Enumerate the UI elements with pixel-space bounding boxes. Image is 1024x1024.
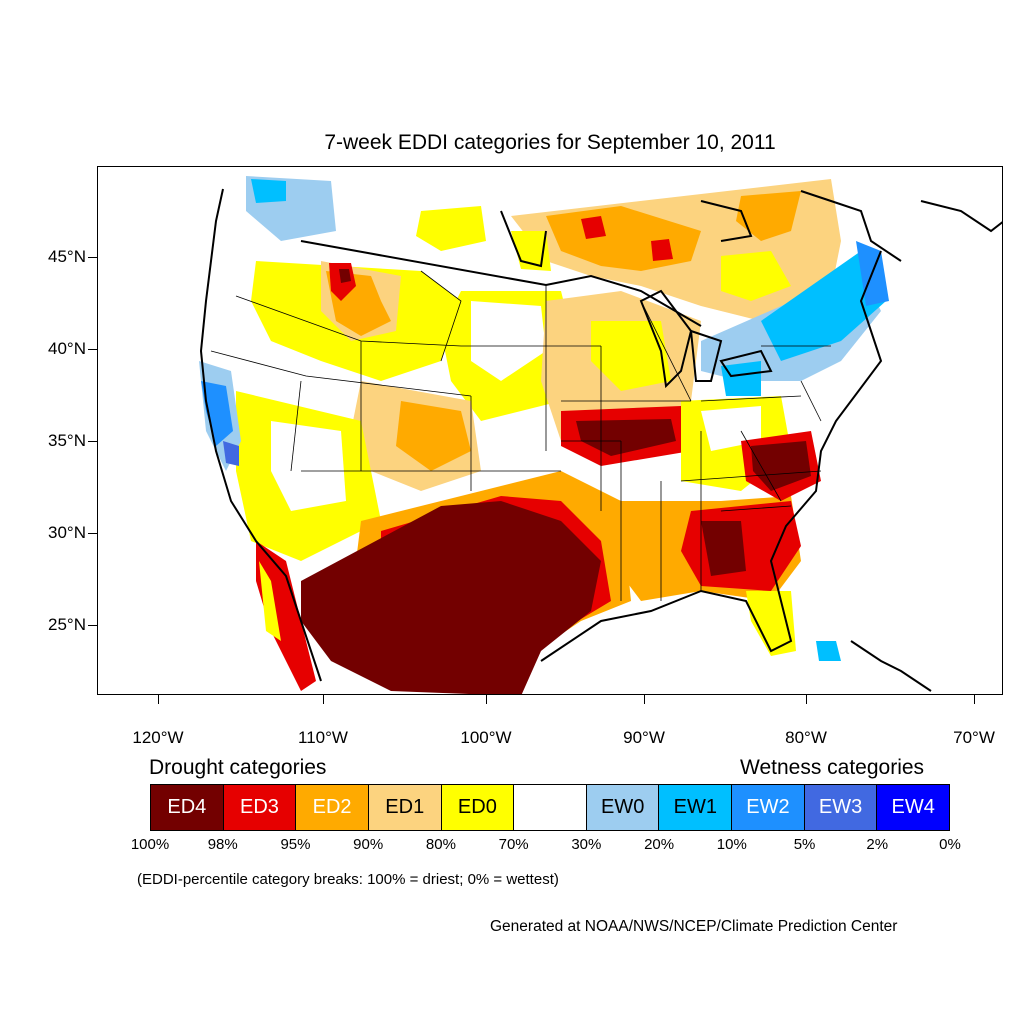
florida-ed0	[746, 591, 796, 656]
legend-break-label: 95%	[280, 836, 311, 853]
lon-tick	[974, 695, 975, 704]
legend-color-bar: ED4 ED3 ED2 ED1 ED0 EW0 EW1 EW2 EW3 EW4	[150, 784, 950, 831]
lon-label-70: 70°W	[953, 728, 995, 747]
legend-box-ew3: EW3	[804, 785, 878, 830]
lon-label-80: 80°W	[785, 728, 827, 747]
legend-box-ed1: ED1	[368, 785, 442, 830]
category-breaks-footnote: (EDDI-percentile category breaks: 100% =…	[137, 871, 559, 888]
washington-ew1	[251, 179, 286, 203]
lat-label-40: 40°N	[48, 339, 86, 358]
lon-label-90: 90°W	[623, 728, 665, 747]
legend-break-label: 90%	[353, 836, 384, 853]
lat-tick	[88, 441, 97, 442]
carolinas-ed4	[751, 441, 811, 491]
southern-plains-ed4	[301, 501, 601, 694]
lat-label-25: 25°N	[48, 615, 86, 634]
legend-box-ed4: ED4	[151, 785, 224, 830]
legend-break-label: 80%	[425, 836, 456, 853]
legend-box-ew0: EW0	[586, 785, 660, 830]
canada-ed0-region	[416, 206, 486, 251]
legend-break-label: 5%	[793, 836, 816, 853]
ontario-ed0	[721, 251, 791, 301]
lon-tick	[158, 695, 159, 704]
lat-tick	[88, 257, 97, 258]
lon-tick	[323, 695, 324, 704]
legend-break-label: 2%	[866, 836, 889, 853]
legend-break-label: 98%	[207, 836, 238, 853]
great-lakes-ew	[721, 361, 761, 396]
legend-box-ew1: EW1	[659, 785, 733, 830]
baja-ed0	[259, 561, 281, 641]
drought-categories-heading: Drought categories	[149, 756, 327, 779]
legend-box-ed0: ED0	[441, 785, 515, 830]
northeast-ew1	[761, 251, 886, 361]
lon-label-120: 120°W	[132, 728, 184, 747]
legend-box-ew2: EW2	[732, 785, 805, 830]
rockies-ed2	[396, 401, 471, 471]
legend-box-ed2: ED2	[296, 785, 369, 830]
canada-ed3-spot	[651, 239, 673, 261]
legend-break-label: 70%	[498, 836, 529, 853]
southeast-ed4	[701, 521, 746, 576]
montana-ed4-spot	[339, 269, 351, 283]
legend-break-label: 20%	[644, 836, 675, 853]
canada-ed2-region	[736, 191, 801, 241]
lat-label-30: 30°N	[48, 523, 86, 542]
lat-tick	[88, 349, 97, 350]
legend-box-ew4: EW4	[877, 785, 950, 830]
wetness-categories-heading: Wetness categories	[740, 756, 925, 779]
lon-label-100: 100°W	[460, 728, 512, 747]
lon-tick	[486, 695, 487, 704]
florida-keys-ew	[816, 641, 841, 661]
canada-ed3-spot	[581, 216, 606, 239]
lat-tick	[88, 533, 97, 534]
legend-break-label: 0%	[939, 836, 961, 853]
legend-box-ed3: ED3	[223, 785, 297, 830]
map-title: 7-week EDDI categories for September 10,…	[324, 131, 776, 154]
california-ew3	[223, 441, 239, 466]
midwest-ed0	[591, 321, 671, 391]
lat-label-45: 45°N	[48, 247, 86, 266]
eddi-map	[199, 176, 1002, 694]
baja-ed3	[256, 541, 316, 691]
california-ew1	[201, 381, 233, 446]
legend-break-label: 100%	[130, 836, 170, 853]
lat-tick	[88, 625, 97, 626]
lon-tick	[806, 695, 807, 704]
credit-line: Generated at NOAA/NWS/NCEP/Climate Predi…	[490, 918, 898, 935]
coastlines	[199, 188, 1002, 692]
lon-label-110: 110°W	[298, 728, 348, 747]
map-plot-area	[97, 166, 1003, 695]
legend-box-neutral	[514, 785, 587, 830]
great-basin-white	[271, 421, 346, 511]
lon-tick	[644, 695, 645, 704]
lat-label-35: 35°N	[48, 431, 86, 450]
white-area-dakotas	[471, 301, 546, 381]
legend-break-label: 30%	[571, 836, 602, 853]
legend-break-label: 10%	[716, 836, 747, 853]
